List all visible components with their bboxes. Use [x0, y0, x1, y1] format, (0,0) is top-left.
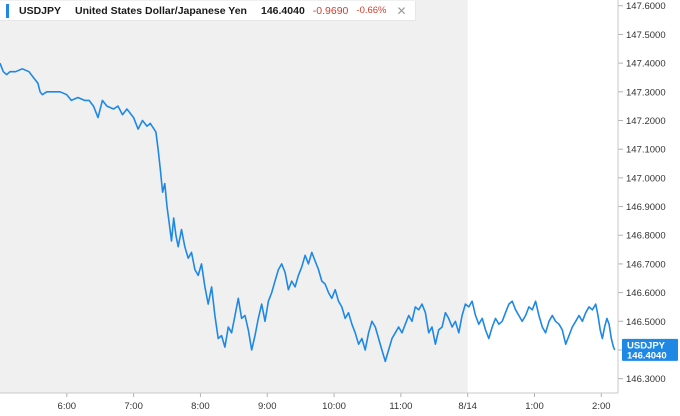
y-tick-label: 146.3000 [626, 374, 666, 385]
y-tick-label: 147.6000 [626, 1, 666, 12]
y-axis-ticks: 146.3000146.4000146.5000146.6000146.7000… [618, 1, 666, 385]
x-tick-label: 8:00 [191, 401, 210, 412]
x-tick-label: 11:00 [389, 401, 412, 412]
x-tick-label: 6:00 [58, 401, 77, 412]
y-tick-label: 147.4000 [626, 59, 666, 70]
y-tick-label: 146.9000 [626, 202, 666, 213]
y-tick-label: 147.1000 [626, 145, 666, 156]
series-legend: USDJPY United States Dollar/Japanese Yen… [0, 1, 416, 21]
x-tick-label: 2:00 [592, 401, 611, 412]
legend-change: -0.9690 [312, 4, 349, 17]
x-tick-label: 8/14 [458, 401, 477, 412]
x-tick-label: 9:00 [258, 401, 277, 412]
y-tick-label: 146.5000 [626, 317, 666, 328]
x-tick-label: 7:00 [124, 401, 143, 412]
last-price-badge-symbol: USDJPY [627, 340, 666, 351]
y-tick-label: 147.3000 [626, 87, 666, 98]
legend-price: 146.4040 [260, 4, 305, 17]
legend-name: United States Dollar/Japanese Yen [75, 4, 247, 17]
session-shade [0, 0, 468, 393]
y-tick-label: 147.5000 [626, 30, 666, 41]
legend-symbol: USDJPY [19, 4, 62, 17]
last-price-badge-bg [622, 338, 678, 361]
y-tick-label: 146.6000 [626, 288, 666, 299]
x-tick-label: 10:00 [322, 401, 346, 412]
series-color-swatch [6, 3, 9, 18]
legend-change-percent: -0.66% [356, 5, 387, 16]
x-axis-ticks: 6:00 7:00 8:00 9:00 10:00 11:00 8/14 1:00 2:00 [58, 393, 611, 412]
last-price-badge: USDJPY 146.4040 [622, 338, 678, 361]
close-icon[interactable]: ✕ [396, 3, 407, 18]
y-tick-label: 146.7000 [626, 259, 666, 270]
last-price-badge-price: 146.4040 [627, 350, 667, 361]
x-tick-label: 1:00 [525, 401, 544, 412]
y-tick-label: 147.0000 [626, 173, 666, 184]
y-tick-label: 146.8000 [626, 231, 666, 242]
usdjpy-price-line[interactable] [0, 62, 616, 363]
y-tick-label: 147.2000 [626, 116, 666, 127]
